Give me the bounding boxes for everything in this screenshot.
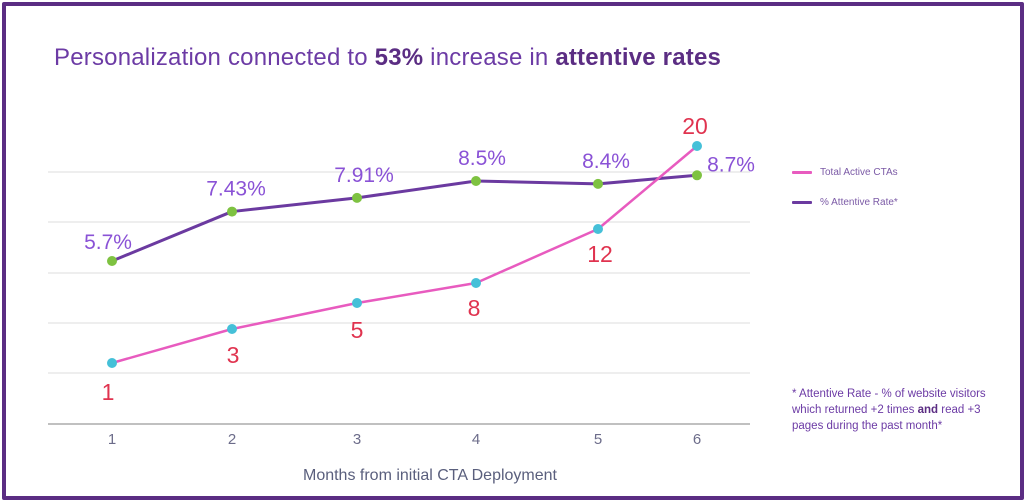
data-point-attentive-rate <box>692 170 702 181</box>
data-point-attentive-rate <box>593 178 603 189</box>
legend-label: % Attentive Rate* <box>820 196 898 208</box>
data-label-total-active-ctas: 12 <box>587 241 613 267</box>
data-point-attentive-rate <box>471 176 481 186</box>
data-point-total-active-ctas <box>107 358 117 368</box>
title-bold-1: 53% <box>374 44 424 71</box>
data-label-total-active-ctas: 20 <box>682 113 708 139</box>
title-text-2: increase in <box>423 44 556 71</box>
x-tick-label: 2 <box>228 431 236 448</box>
legend-swatch-purple <box>792 200 812 204</box>
x-axis-label: Months from initial CTA Deployment <box>303 467 558 484</box>
data-label-attentive-rate: 8.7% <box>707 153 755 176</box>
x-tick-label: 3 <box>353 431 361 448</box>
legend-item-total-active-ctas: Total Active CTAs <box>792 164 898 180</box>
data-point-total-active-ctas <box>471 278 481 288</box>
data-label-attentive-rate: 8.4% <box>582 150 630 173</box>
footnote-text-2: read +3 pages during the past month* <box>792 404 981 432</box>
data-point-attentive-rate <box>107 256 117 266</box>
footnote-text-1: * Attentive Rate - % of website visitors… <box>792 388 986 416</box>
data-point-total-active-ctas <box>593 224 603 234</box>
chart-title: Personalization connected to 53% increas… <box>54 44 721 72</box>
footnote-bold: and <box>917 404 939 416</box>
legend-swatch-pink <box>792 170 812 174</box>
series-line-total-active-ctas <box>111 145 698 365</box>
data-point-attentive-rate <box>352 192 362 203</box>
data-label-total-active-ctas: 1 <box>102 379 115 405</box>
title-bold-2: attentive rates <box>555 44 722 71</box>
data-label-total-active-ctas: 8 <box>468 295 481 321</box>
data-label-total-active-ctas: 3 <box>227 342 240 368</box>
x-tick-label: 4 <box>472 431 480 448</box>
chart-legend: Total Active CTAs % Attentive Rate* <box>792 164 898 224</box>
series-line-attentive-rate <box>111 173 698 263</box>
data-label-attentive-rate: 7.91% <box>334 164 394 187</box>
footnote: * Attentive Rate - % of website visitors… <box>792 386 992 434</box>
data-point-total-active-ctas <box>352 298 362 308</box>
legend-item-attentive-rate: % Attentive Rate* <box>792 194 898 210</box>
data-label-total-active-ctas: 5 <box>351 317 364 343</box>
data-label-attentive-rate: 5.7% <box>84 231 132 254</box>
title-text-1: Personalization connected to <box>54 44 375 71</box>
data-point-total-active-ctas <box>227 324 237 334</box>
legend-label: Total Active CTAs <box>820 166 898 178</box>
x-tick-label: 1 <box>108 431 116 448</box>
x-tick-label: 6 <box>693 431 701 448</box>
data-point-attentive-rate <box>227 206 237 217</box>
data-label-attentive-rate: 7.43% <box>206 178 266 201</box>
x-tick-label: 5 <box>594 431 602 448</box>
data-label-attentive-rate: 8.5% <box>458 147 506 170</box>
data-point-total-active-ctas <box>692 141 702 151</box>
